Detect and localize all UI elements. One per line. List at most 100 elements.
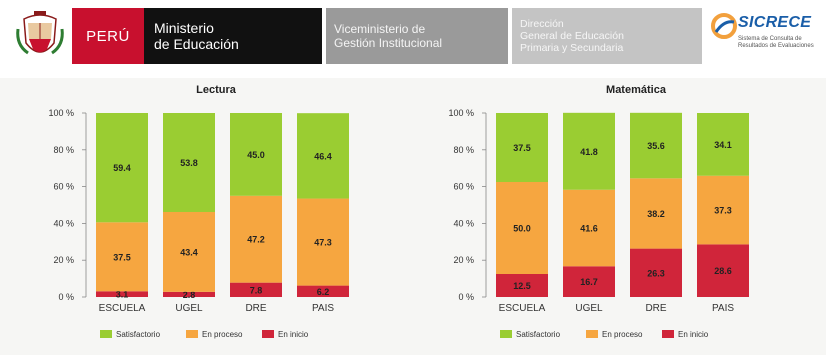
ministry-line-2: de Educación xyxy=(154,36,239,52)
sicrece-title: SICRECE xyxy=(738,14,812,31)
data-label-en-proceso: 37.5 xyxy=(113,252,131,262)
legend-swatch-en-inicio xyxy=(662,330,674,338)
data-label-en-proceso: 41.6 xyxy=(580,224,598,234)
chart-title-lectura: Lectura xyxy=(196,84,236,96)
y-tick-label: 100 % xyxy=(48,108,74,118)
data-label-satisfactorio: 41.8 xyxy=(580,147,598,157)
data-label-satisfactorio: 46.4 xyxy=(314,151,332,161)
viceministry-banner: Viceministerio de Gestión Institucional xyxy=(326,8,508,64)
bar-satisfactorio xyxy=(697,113,749,176)
bar-satisfactorio xyxy=(496,113,548,182)
y-tick-label: 100 % xyxy=(448,108,474,118)
coat-of-arms-icon xyxy=(16,11,64,55)
data-label-en-inicio: 7.8 xyxy=(250,285,263,295)
bar-satisfactorio xyxy=(96,113,148,223)
data-label-satisfactorio: 35.6 xyxy=(647,141,665,151)
bar-en-proceso xyxy=(96,222,148,292)
legend-label-en-proceso: En proceso xyxy=(602,330,643,339)
x-category-label: ESCUELA xyxy=(99,303,146,314)
bar-en-inicio xyxy=(163,291,215,297)
data-label-en-inicio: 26.3 xyxy=(647,268,665,278)
data-label-en-inicio: 6.2 xyxy=(317,287,330,297)
bar-en-proceso xyxy=(496,182,548,274)
bar-satisfactorio xyxy=(230,113,282,196)
y-tick-label: 80 % xyxy=(453,145,474,155)
data-label-en-inicio: 2.8 xyxy=(183,290,196,300)
data-label-en-inicio: 16.7 xyxy=(580,277,598,287)
y-tick-label: 60 % xyxy=(53,182,74,192)
data-label-en-proceso: 43.4 xyxy=(180,247,198,257)
dir-line-3: Primaria y Secundaria xyxy=(520,42,624,54)
bar-en-inicio xyxy=(630,248,682,297)
legend-swatch-en-inicio xyxy=(262,330,274,338)
legend-label-en-inicio: En inicio xyxy=(278,330,309,339)
data-label-en-proceso: 50.0 xyxy=(513,224,531,234)
country-banner: PERÚ xyxy=(72,8,144,64)
bar-satisfactorio xyxy=(563,112,615,190)
data-label-en-inicio: 3.1 xyxy=(116,290,129,300)
header-banner: PERÚ Ministerio de Educación Viceministe… xyxy=(0,0,826,78)
data-label-en-proceso: 47.3 xyxy=(314,238,332,248)
y-tick-label: 80 % xyxy=(53,145,74,155)
direction-banner: Dirección General de Educación Primaria … xyxy=(512,8,702,64)
bar-en-inicio xyxy=(297,285,349,297)
bar-satisfactorio xyxy=(297,113,349,199)
ministry-banner: Ministerio de Educación xyxy=(144,8,322,64)
y-tick-label: 40 % xyxy=(53,218,74,228)
data-label-satisfactorio: 37.5 xyxy=(513,143,531,153)
bar-en-proceso xyxy=(230,195,282,283)
x-category-label: ESCUELA xyxy=(499,303,546,314)
bar-en-proceso xyxy=(563,189,615,267)
dir-line-2: General de Educación xyxy=(520,30,624,42)
bar-en-inicio xyxy=(230,282,282,297)
bar-en-proceso xyxy=(630,178,682,249)
data-label-en-proceso: 47.2 xyxy=(247,235,265,245)
dir-line-1: Dirección xyxy=(520,18,564,30)
legend-swatch-en-proceso xyxy=(186,330,198,338)
data-label-en-proceso: 37.3 xyxy=(714,206,732,216)
data-label-satisfactorio: 59.4 xyxy=(113,163,131,173)
legend-label-en-inicio: En inicio xyxy=(678,330,709,339)
bar-en-proceso xyxy=(297,198,349,286)
y-tick-label: 20 % xyxy=(53,255,74,265)
y-tick-label: 40 % xyxy=(453,218,474,228)
legend-swatch-en-proceso xyxy=(586,330,598,338)
data-label-en-inicio: 12.5 xyxy=(513,281,531,291)
lectura-chart: 0 % 20 % 40 % 60 % 80 % 100 % 3.1 37.5 59.4 ESCUE… xyxy=(48,108,349,339)
vice-line-2: Gestión Institucional xyxy=(334,36,443,50)
data-label-satisfactorio: 45.0 xyxy=(247,150,265,160)
sicrece-subtitle: Sistema de Consulta de Resultados de Eva… xyxy=(738,36,814,49)
data-label-satisfactorio: 34.1 xyxy=(714,140,732,150)
country-label: PERÚ xyxy=(86,27,130,45)
bar-en-proceso xyxy=(697,175,749,245)
legend-label-en-proceso: En proceso xyxy=(202,330,243,339)
bar-en-proceso xyxy=(163,211,215,292)
y-tick-label: 20 % xyxy=(453,255,474,265)
bar-en-inicio xyxy=(563,266,615,297)
sicrece-swirl-icon xyxy=(711,13,737,39)
x-category-label: PAIS xyxy=(312,303,334,314)
legend-swatch-satisfactorio xyxy=(100,330,112,338)
y-tick-label: 0 % xyxy=(58,292,74,302)
y-tick-label: 60 % xyxy=(453,182,474,192)
legend-label-satisfactorio: Satisfactorio xyxy=(516,330,561,339)
ministry-line-1: Ministerio xyxy=(154,20,214,36)
bar-satisfactorio xyxy=(163,113,215,212)
legend-swatch-satisfactorio xyxy=(500,330,512,338)
bar-en-inicio xyxy=(496,274,548,297)
bar-en-inicio xyxy=(697,244,749,297)
legend-label-satisfactorio: Satisfactorio xyxy=(116,330,161,339)
x-category-label: UGEL xyxy=(575,303,603,314)
y-tick-label: 0 % xyxy=(458,292,474,302)
sicrece-logo: SICRECE Sistema de Consulta de Resultado… xyxy=(708,8,820,64)
x-category-label: DRE xyxy=(645,303,666,314)
bar-en-inicio xyxy=(96,291,148,297)
x-category-label: PAIS xyxy=(712,303,734,314)
x-category-label: DRE xyxy=(245,303,266,314)
vice-line-1: Viceministerio de xyxy=(334,22,426,36)
data-label-satisfactorio: 53.8 xyxy=(180,158,198,168)
matematica-chart: 0 % 20 % 40 % 60 % 80 % 100 % 12.5 50.0 37.5 ESCU… xyxy=(448,108,749,339)
data-label-en-proceso: 38.2 xyxy=(647,209,665,219)
chart-title-matematica: Matemática xyxy=(606,84,666,96)
bar-satisfactorio xyxy=(630,112,682,179)
